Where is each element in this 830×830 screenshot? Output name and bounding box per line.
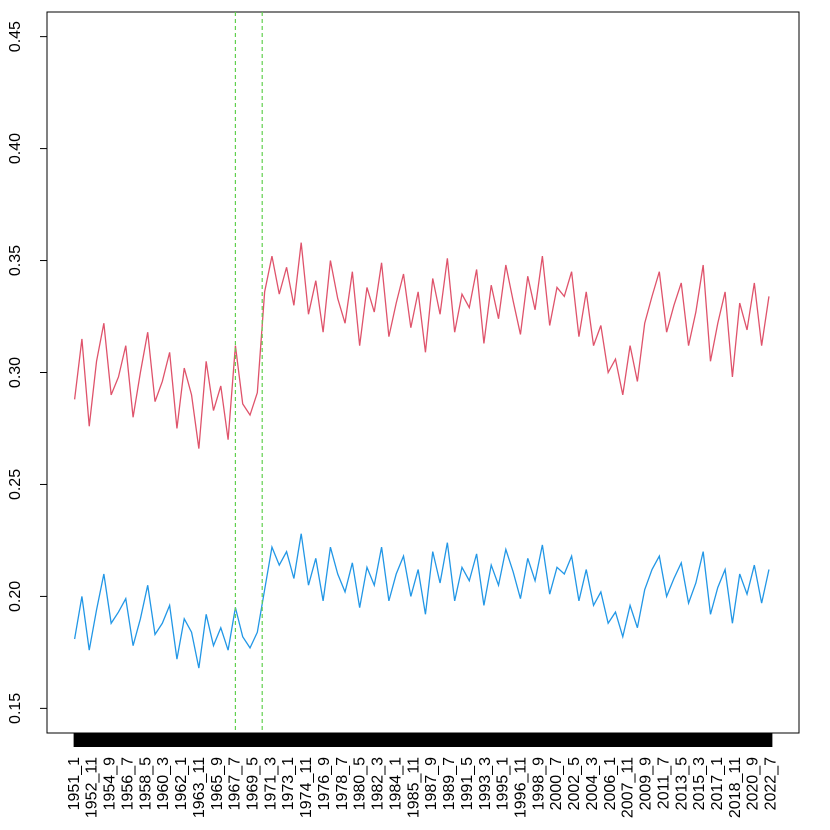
x-tick-label: 1991_5 (459, 757, 476, 810)
x-tick-label: 2002_5 (566, 757, 583, 810)
x-tick-label: 1962_1 (173, 757, 190, 810)
x-tick-label: 1971_3 (262, 757, 279, 810)
x-tick-label: 1951_1 (66, 757, 83, 810)
x-tick-label: 2006_1 (602, 757, 619, 810)
y-tick-label: 0.20 (7, 581, 24, 612)
x-tick-label: 2017_1 (709, 757, 726, 810)
x-tick-label: 1960_3 (155, 757, 172, 810)
x-tick-label: 1965_9 (209, 757, 226, 810)
y-tick-label: 0.30 (7, 357, 24, 388)
x-tick-label: 1980_5 (352, 757, 369, 810)
x-tick-label: 1998_9 (530, 757, 547, 810)
x-tick-label: 1954_9 (102, 757, 119, 810)
x-tick-label: 1973_1 (280, 757, 297, 810)
x-tick-label: 2013_5 (673, 757, 690, 810)
y-tick-label: 0.25 (7, 469, 24, 500)
x-tick-label: 2011_7 (655, 757, 672, 809)
y-tick-label: 0.35 (7, 245, 24, 276)
x-tick-band (73, 733, 773, 747)
x-tick-label: 1956_7 (119, 757, 136, 810)
x-tick-label: 2018_11 (727, 757, 744, 818)
x-tick-label: 2007_11 (620, 757, 637, 818)
x-tick-label: 1969_5 (244, 757, 261, 810)
y-tick-label: 0.45 (7, 21, 24, 52)
plot-box (46, 11, 800, 734)
x-tick-label: 1982_3 (370, 757, 387, 810)
x-tick-label: 1995_1 (495, 757, 512, 810)
x-tick-label: 2004_3 (584, 757, 601, 810)
x-tick-label: 1989_7 (441, 757, 458, 810)
y-tick-label: 0.15 (7, 693, 24, 724)
x-tick-label: 1985_11 (405, 757, 422, 818)
x-tick-label: 1952_11 (84, 757, 101, 818)
x-tick-label: 1984_1 (387, 757, 404, 810)
x-tick-label: 2000_7 (548, 757, 565, 810)
x-tick-label: 2022_7 (763, 757, 780, 810)
x-tick-label: 1976_9 (316, 757, 333, 810)
x-tick-label: 1974_11 (298, 757, 315, 818)
y-tick-label: 0.40 (7, 133, 24, 164)
x-tick-label: 2009_9 (638, 757, 655, 810)
x-tick-label: 2020_9 (745, 757, 762, 810)
x-tick-label: 1993_3 (477, 757, 494, 810)
x-tick-label: 2015_3 (691, 757, 708, 810)
x-tick-label: 1996_11 (512, 757, 529, 818)
x-tick-label: 1967_7 (227, 757, 244, 810)
x-tick-label: 1987_9 (423, 757, 440, 810)
x-tick-label: 1963_11 (191, 757, 208, 818)
series-line (73, 533, 770, 669)
x-tick-label: 1958_5 (137, 757, 154, 810)
series-line (73, 242, 770, 449)
x-tick-label: 1978_7 (334, 757, 351, 810)
